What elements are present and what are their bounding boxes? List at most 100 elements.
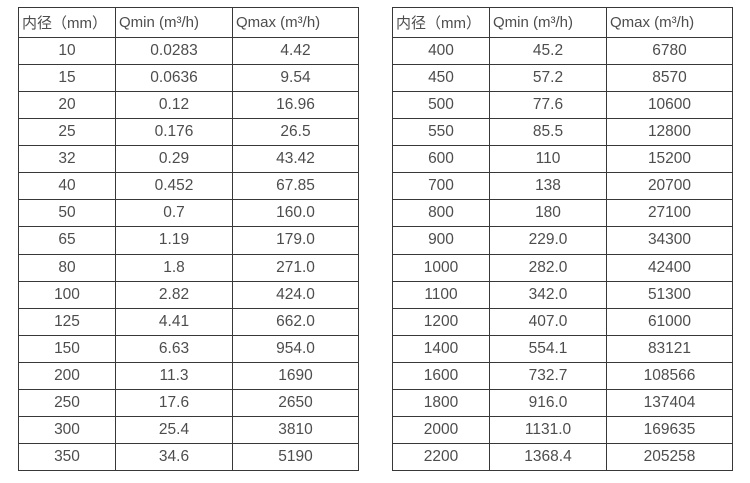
table-cell: 800 bbox=[392, 199, 490, 228]
header-inner-diameter: 内径（mm） bbox=[18, 7, 116, 38]
table-row: 2200 1368.4 205258 bbox=[392, 442, 733, 472]
table-row: 40 0.452 67.85 bbox=[18, 172, 359, 201]
table-cell: 0.452 bbox=[115, 172, 233, 201]
table-cell: 1100 bbox=[392, 280, 490, 309]
table-cell: 554.1 bbox=[489, 334, 607, 363]
table-row: 32 0.29 43.42 bbox=[18, 145, 359, 174]
table-cell: 205258 bbox=[606, 442, 733, 472]
table-cell: 6.63 bbox=[115, 334, 233, 363]
table-row: 1400 554.1 83121 bbox=[392, 334, 733, 363]
table-cell: 61000 bbox=[606, 307, 733, 336]
table-cell: 300 bbox=[18, 415, 116, 444]
table-cell: 407.0 bbox=[489, 307, 607, 336]
table-cell: 2200 bbox=[392, 442, 490, 472]
table-cell: 51300 bbox=[606, 280, 733, 309]
table-cell: 0.0636 bbox=[115, 64, 233, 93]
table-row: 20 0.12 16.96 bbox=[18, 91, 359, 120]
table-cell: 85.5 bbox=[489, 118, 607, 147]
table-row: 600 110 15200 bbox=[392, 145, 733, 174]
table-cell: 0.12 bbox=[115, 91, 233, 120]
table-body: 400 45.2 6780 450 57.2 8570 500 77.6 10600 550 85.… bbox=[392, 36, 733, 472]
table-cell: 916.0 bbox=[489, 388, 607, 417]
table-cell: 57.2 bbox=[489, 64, 607, 93]
table-row: 65 1.19 179.0 bbox=[18, 226, 359, 255]
table-cell: 229.0 bbox=[489, 226, 607, 255]
table-cell: 10 bbox=[18, 36, 116, 66]
table-cell: 732.7 bbox=[489, 361, 607, 390]
table-row: 15 0.0636 9.54 bbox=[18, 64, 359, 93]
table-cell: 0.176 bbox=[115, 118, 233, 147]
table-cell: 700 bbox=[392, 172, 490, 201]
table-row: 300 25.4 3810 bbox=[18, 415, 359, 444]
table-cell: 0.29 bbox=[115, 145, 233, 174]
table-row: 50 0.7 160.0 bbox=[18, 199, 359, 228]
table-row: 1100 342.0 51300 bbox=[392, 280, 733, 309]
table-row: 450 57.2 8570 bbox=[392, 64, 733, 93]
table-row: 250 17.6 2650 bbox=[18, 388, 359, 417]
table-cell: 150 bbox=[18, 334, 116, 363]
header-qmax: Qmax (m³/h) bbox=[232, 7, 359, 38]
table-row: 550 85.5 12800 bbox=[392, 118, 733, 147]
flow-spec-table-small-diameters: 内径（mm） Qmin (m³/h) Qmax (m³/h) 10 0.0283 4… bbox=[18, 7, 359, 472]
header-qmax: Qmax (m³/h) bbox=[606, 7, 733, 38]
table-cell: 250 bbox=[18, 388, 116, 417]
table-cell: 1131.0 bbox=[489, 415, 607, 444]
table-cell: 45.2 bbox=[489, 36, 607, 66]
table-cell: 350 bbox=[18, 442, 116, 472]
table-cell: 600 bbox=[392, 145, 490, 174]
table-cell: 80 bbox=[18, 253, 116, 282]
table-cell: 1600 bbox=[392, 361, 490, 390]
table-cell: 40 bbox=[18, 172, 116, 201]
table-cell: 450 bbox=[392, 64, 490, 93]
table-cell: 26.5 bbox=[232, 118, 359, 147]
table-cell: 954.0 bbox=[232, 334, 359, 363]
table-cell: 1.8 bbox=[115, 253, 233, 282]
table-cell: 1000 bbox=[392, 253, 490, 282]
table-cell: 27100 bbox=[606, 199, 733, 228]
table-cell: 6780 bbox=[606, 36, 733, 66]
table-cell: 12800 bbox=[606, 118, 733, 147]
table-cell: 662.0 bbox=[232, 307, 359, 336]
table-row: 900 229.0 34300 bbox=[392, 226, 733, 255]
table-cell: 550 bbox=[392, 118, 490, 147]
table-cell: 424.0 bbox=[232, 280, 359, 309]
table-cell: 1200 bbox=[392, 307, 490, 336]
table-cell: 900 bbox=[392, 226, 490, 255]
table-cell: 77.6 bbox=[489, 91, 607, 120]
table-row: 800 180 27100 bbox=[392, 199, 733, 228]
table-row: 1800 916.0 137404 bbox=[392, 388, 733, 417]
table-cell: 20700 bbox=[606, 172, 733, 201]
table-cell: 180 bbox=[489, 199, 607, 228]
table-cell: 15 bbox=[18, 64, 116, 93]
table-row: 500 77.6 10600 bbox=[392, 91, 733, 120]
table-cell: 0.0283 bbox=[115, 36, 233, 66]
table-cell: 2650 bbox=[232, 388, 359, 417]
table-cell: 67.85 bbox=[232, 172, 359, 201]
table-cell: 32 bbox=[18, 145, 116, 174]
table-cell: 108566 bbox=[606, 361, 733, 390]
table-row: 100 2.82 424.0 bbox=[18, 280, 359, 309]
table-cell: 282.0 bbox=[489, 253, 607, 282]
header-qmin: Qmin (m³/h) bbox=[489, 7, 607, 38]
table-row: 150 6.63 954.0 bbox=[18, 334, 359, 363]
table-cell: 17.6 bbox=[115, 388, 233, 417]
table-cell: 200 bbox=[18, 361, 116, 390]
table-cell: 271.0 bbox=[232, 253, 359, 282]
table-cell: 1368.4 bbox=[489, 442, 607, 472]
table-row: 200 11.3 1690 bbox=[18, 361, 359, 390]
table-cell: 1690 bbox=[232, 361, 359, 390]
table-row: 80 1.8 271.0 bbox=[18, 253, 359, 282]
table-cell: 2.82 bbox=[115, 280, 233, 309]
table-row: 1600 732.7 108566 bbox=[392, 361, 733, 390]
table-cell: 138 bbox=[489, 172, 607, 201]
table-cell: 342.0 bbox=[489, 280, 607, 309]
table-cell: 160.0 bbox=[232, 199, 359, 228]
table-header: 内径（mm） Qmin (m³/h) Qmax (m³/h) bbox=[392, 7, 733, 38]
table-cell: 137404 bbox=[606, 388, 733, 417]
table-row: 400 45.2 6780 bbox=[392, 36, 733, 66]
table-cell: 4.41 bbox=[115, 307, 233, 336]
table-cell: 100 bbox=[18, 280, 116, 309]
table-cell: 500 bbox=[392, 91, 490, 120]
table-row: 1000 282.0 42400 bbox=[392, 253, 733, 282]
